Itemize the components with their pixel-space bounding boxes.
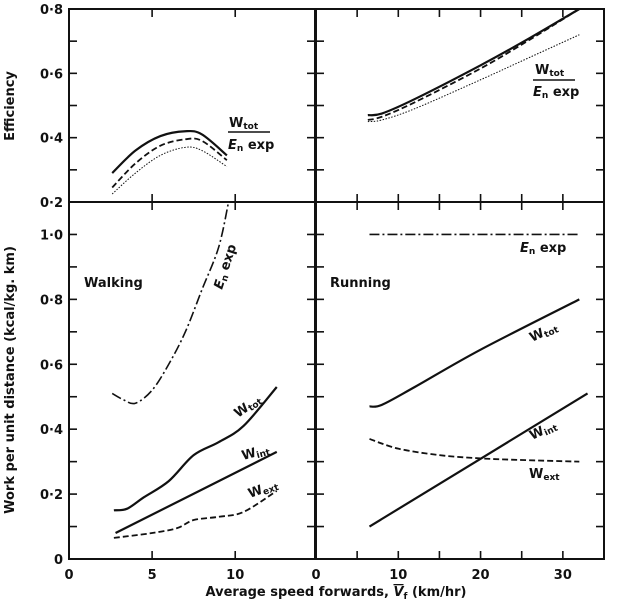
panel-title-walking: Walking xyxy=(84,276,143,291)
y-axis-label-efficiency: Efficiency xyxy=(3,71,18,141)
svg-text:Wtot: Wtot xyxy=(535,63,565,79)
series-line-bottom-left-w-int xyxy=(115,450,278,535)
label-walking-wint: Wint xyxy=(240,442,272,465)
y-tick-label: 0·4 xyxy=(40,132,63,147)
panel-title-running: Running xyxy=(330,276,391,291)
series-line-top-right-dotted xyxy=(367,34,580,123)
panel-frame-top-left xyxy=(68,8,316,203)
x-tick-label: 10 xyxy=(226,568,244,583)
x-tick-label: 0 xyxy=(64,568,73,583)
y-tick-label: 0·4 xyxy=(40,423,63,438)
series-line-bottom-right-w-tot xyxy=(369,298,580,408)
label-walking-en-exp: En exp xyxy=(212,243,242,292)
y-tick-label: 0·8 xyxy=(40,293,63,308)
series-line-top-left-solid xyxy=(111,129,228,174)
x-tick-label: 5 xyxy=(148,568,157,583)
annotation-efficiency-running: Wtot En exp xyxy=(533,63,579,101)
series-line-top-right-dashed xyxy=(367,8,580,121)
svg-text:En exp: En exp xyxy=(228,138,274,154)
series-line-bottom-right-w-ext xyxy=(369,438,580,463)
series-line-bottom-right-w-int xyxy=(368,392,589,528)
x-tick-label: 0 xyxy=(311,568,320,583)
x-tick-label: 10 xyxy=(389,568,407,583)
x-axis-label-variable: V xyxy=(393,585,404,600)
series-line-top-left-dashed xyxy=(111,137,228,189)
series-line-top-right-solid xyxy=(367,8,580,117)
y-tick-label: 0·6 xyxy=(40,67,63,82)
label-running-wext: Wext xyxy=(529,467,560,483)
y-tick-label: 0·6 xyxy=(40,358,63,373)
panel-frame-bottom-right xyxy=(315,201,605,560)
x-axis-label-text: Average speed forwards, xyxy=(206,585,394,600)
series-line-bottom-left-w-ext xyxy=(113,490,278,539)
y-tick-label: 0 xyxy=(54,553,63,568)
x-axis-label-subscript: f xyxy=(404,592,408,602)
series-line-top-left-dotted xyxy=(111,146,228,195)
y-tick-label: 0·2 xyxy=(40,488,63,503)
x-tick-label: 30 xyxy=(554,568,572,583)
label-walking-wtot: Wtot xyxy=(232,392,266,422)
y-tick-label: 0·2 xyxy=(40,196,63,211)
x-axis-label-unit: (km/hr) xyxy=(407,585,466,600)
series-line-bottom-left-e-n-exp xyxy=(111,201,230,405)
svg-text:En exp: En exp xyxy=(533,85,579,101)
y-tick-label: 1·0 xyxy=(40,228,63,243)
panel-frame-bottom-left xyxy=(68,201,316,560)
panel-frame-top-right xyxy=(315,8,605,203)
chart-marks: 0·2 0·4 0·6 0·8 0 0·2 0·4 0·6 0·8 1·0 0 5 10 0 10 20 30 xyxy=(40,3,605,583)
y-tick-label: 0·8 xyxy=(40,3,63,18)
x-tick-label: 20 xyxy=(472,568,490,583)
y-axis-label-work: Work per unit distance (kcal/kg. km) xyxy=(3,246,18,514)
label-running-en-exp: En exp xyxy=(520,241,566,257)
label-running-wint: Wint xyxy=(527,418,560,445)
x-axis-label: Average speed forwards, Vf (km/hr) xyxy=(206,585,467,602)
svg-text:Wtot: Wtot xyxy=(229,116,259,132)
series-line-bottom-left-w-tot xyxy=(113,386,278,512)
annotation-efficiency-walking: Wtot En exp xyxy=(228,116,274,154)
